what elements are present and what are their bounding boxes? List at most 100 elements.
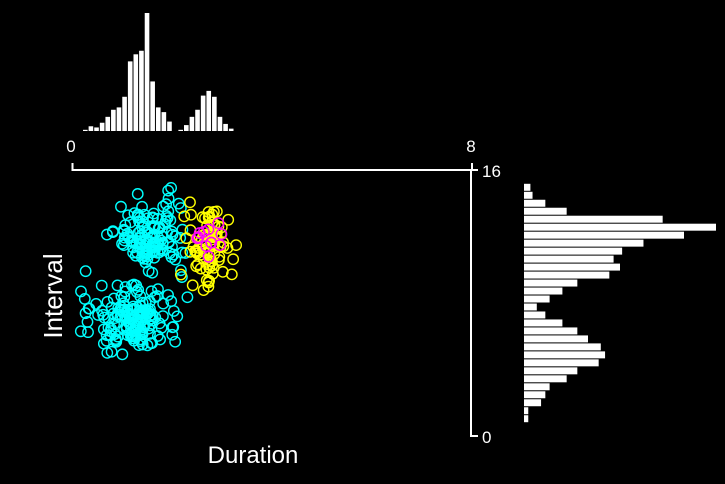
scatter-point [159, 215, 172, 228]
duration-hist-bar [200, 95, 206, 131]
duration-hist-bar [206, 90, 212, 131]
scatter-point [157, 297, 170, 310]
scatter-point [125, 234, 138, 247]
interval-hist-bar [524, 391, 546, 399]
scatter-point [162, 184, 175, 197]
duration-hist-bar [105, 116, 111, 131]
scatter-point [131, 188, 144, 200]
interval-hist-bar [524, 311, 546, 319]
scatter-point [165, 181, 178, 194]
scatter-point [115, 200, 127, 213]
scatter-point [200, 263, 213, 276]
scatter-point [202, 276, 215, 289]
y-tick-label-0: 0 [482, 428, 491, 447]
scatter-point [134, 232, 146, 245]
scatter-point [202, 250, 215, 263]
scatter-point [131, 246, 143, 259]
scatter-point [97, 323, 110, 336]
scatter-point [186, 279, 199, 292]
scatter-point [144, 309, 157, 322]
duration-hist-bar [195, 109, 200, 131]
y-tick-label-16: 16 [482, 162, 501, 181]
scatter-point [95, 279, 108, 292]
interval-hist-bar [524, 335, 588, 343]
scatter-point [148, 291, 161, 303]
duration-hist-bar [178, 129, 183, 131]
scatter-point [184, 196, 196, 209]
duration-hist-bar [99, 122, 105, 131]
scatter-point [142, 322, 155, 335]
scatter-point [90, 297, 103, 310]
x-tick-label-0: 0 [66, 137, 75, 156]
interval-hist-bar [524, 319, 563, 327]
scatter-point [172, 197, 185, 210]
interval-hist-bar [524, 199, 546, 207]
scatter-point [109, 334, 122, 347]
scatter-point [215, 228, 228, 241]
scatter-point [191, 232, 204, 245]
interval-hist-bar [524, 271, 610, 279]
interval-hist-bar [524, 231, 684, 239]
interval-hist-bar [524, 263, 620, 271]
interval-hist-bar [524, 295, 550, 303]
scatter-point [111, 279, 124, 292]
duration-hist-bar [127, 61, 133, 131]
scatter-point [205, 236, 218, 249]
interval-hist-bar [524, 343, 601, 351]
scatter-point [142, 265, 155, 277]
scatter-point [92, 309, 104, 321]
x-tick-label-8: 8 [466, 137, 475, 156]
duration-hist-bar [217, 116, 223, 131]
scatter-point [160, 198, 173, 211]
interval-hist-bar [524, 191, 533, 199]
scatter-point [97, 337, 110, 350]
duration-hist-bar [139, 50, 144, 132]
scatter-point [175, 264, 187, 277]
scatter-point [147, 212, 159, 224]
interval-hist-bar [524, 287, 563, 295]
scatter-point [119, 285, 132, 298]
duration-hist-bar [150, 81, 155, 131]
interval-hist-bar [524, 183, 531, 191]
scatter-point [156, 238, 169, 251]
scatter-point [105, 325, 118, 337]
scatter-point [131, 209, 144, 222]
duration-hist-bar [184, 125, 189, 131]
scatter-point [75, 285, 87, 298]
scatter-points [74, 181, 243, 361]
scatter-point [181, 291, 194, 304]
interval-hist-bar [524, 367, 578, 375]
interval-hist-bar [524, 223, 716, 231]
interval-hist-bar [524, 383, 550, 391]
duration-hist-bar [161, 112, 167, 131]
scatter-point [131, 317, 144, 330]
interval-hist-bar [524, 407, 529, 415]
scatter-point [148, 239, 161, 251]
scatter-point [74, 325, 87, 338]
scatter-point [202, 280, 215, 293]
scatter-point [192, 231, 205, 244]
interval-hist-bar [524, 415, 529, 423]
scatter-point [79, 265, 92, 278]
scatter-point [146, 337, 158, 350]
duration-hist-bar [111, 109, 116, 131]
duration-hist-bar [212, 96, 217, 131]
scatter-point [79, 307, 92, 320]
scatter-point [105, 301, 118, 314]
scatter-point [152, 283, 164, 296]
scatter-point [171, 310, 184, 323]
scatter-point [174, 268, 187, 281]
duration-hist-bar [155, 107, 161, 131]
scatter-point [108, 318, 120, 331]
duration-hist-bar [223, 123, 228, 131]
scatter-point [107, 292, 120, 305]
scatter-point [127, 236, 140, 249]
interval-hist-bar [524, 375, 567, 383]
duration-hist-bar [116, 107, 122, 131]
scatter-point [169, 230, 182, 243]
scatter-point [121, 227, 134, 240]
interval-hist-bar [524, 359, 599, 367]
scatter-point [214, 239, 226, 252]
scatter-point [78, 292, 91, 305]
scatter-point [210, 205, 223, 218]
